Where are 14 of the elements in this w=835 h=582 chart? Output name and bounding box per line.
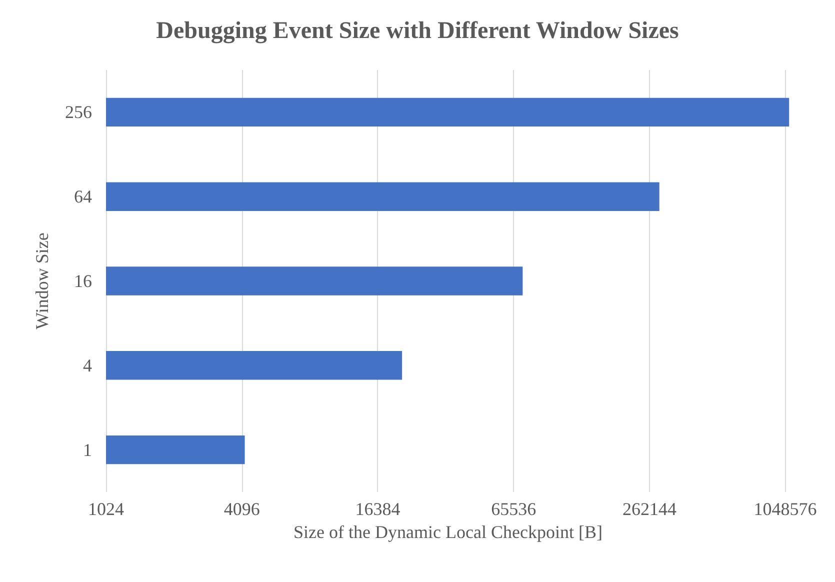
y-tick-label: 256 <box>65 102 92 122</box>
x-tick-label: 262144 <box>622 499 676 519</box>
y-tick-label: 64 <box>74 186 92 207</box>
chart-title: Debugging Event Size with Different Window Sizes <box>156 18 679 44</box>
y-tick-label: 1 <box>83 440 92 460</box>
x-axis-title: Size of the Dynamic Local Checkpoint [B] <box>294 522 602 542</box>
x-tick-label: 4096 <box>224 499 260 519</box>
x-tick-label: 1048576 <box>754 499 817 519</box>
y-tick-label: 4 <box>83 355 92 376</box>
x-tick-label: 16384 <box>355 499 400 519</box>
y-axis-title: Window Size <box>32 232 52 330</box>
x-tick-label: 1024 <box>88 499 124 519</box>
x-tick-label: 65536 <box>491 499 536 519</box>
y-tick-label: 16 <box>74 271 92 291</box>
